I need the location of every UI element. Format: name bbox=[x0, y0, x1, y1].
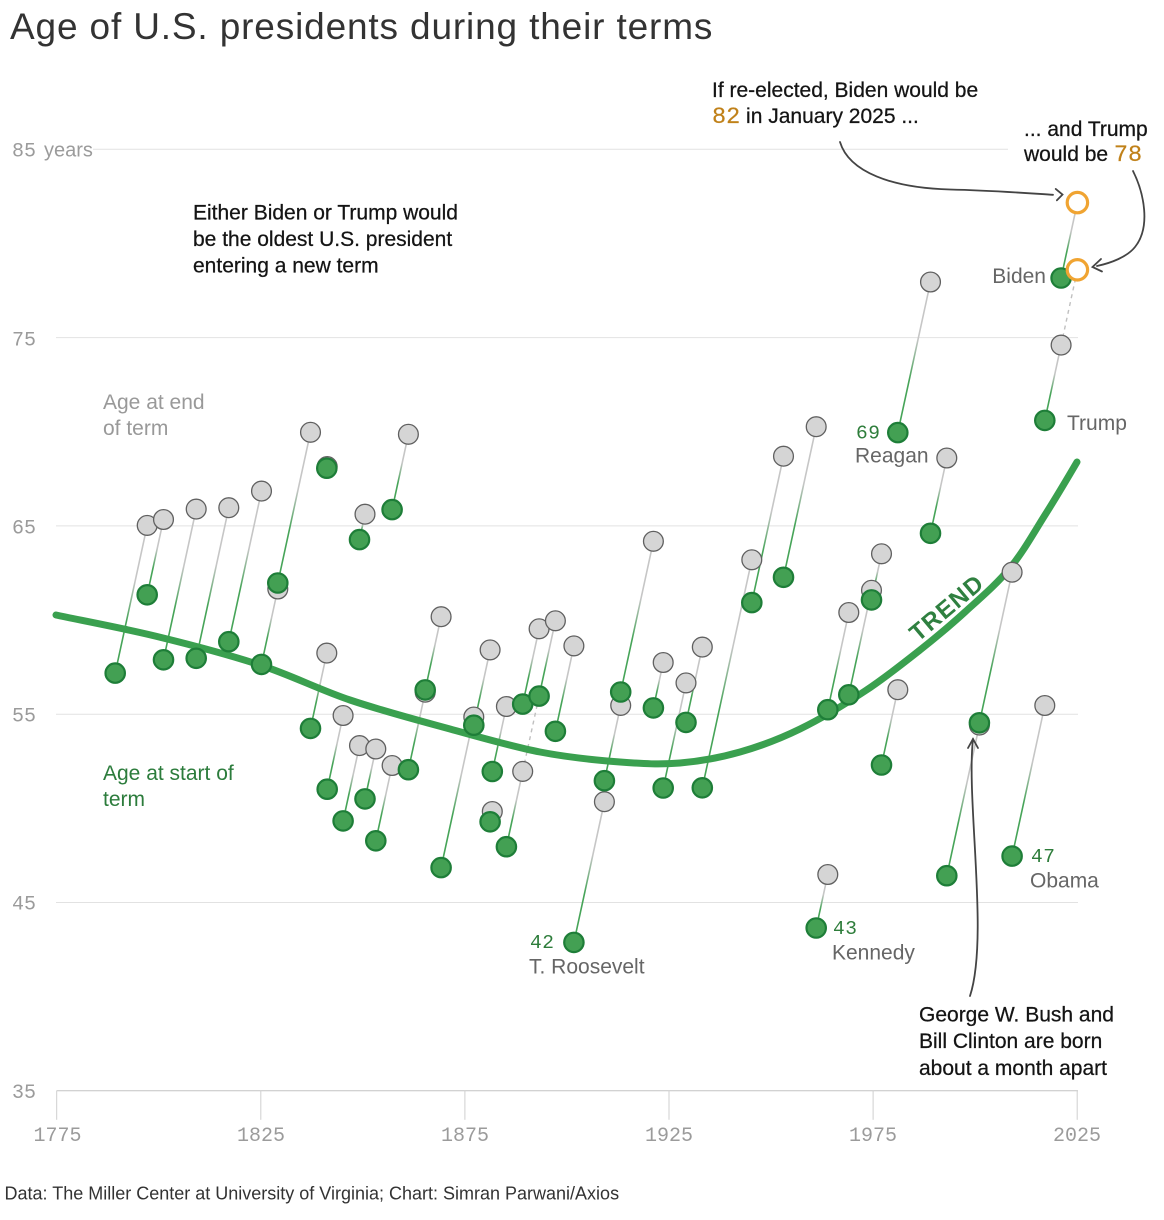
svg-text:Reagan: Reagan bbox=[855, 445, 929, 468]
svg-text:Biden: Biden bbox=[992, 265, 1046, 288]
svg-text:Either Biden or Trump would: Either Biden or Trump would bbox=[193, 202, 458, 225]
svg-text:term: term bbox=[103, 788, 145, 811]
svg-text:be the oldest U.S. president: be the oldest U.S. president bbox=[193, 228, 452, 251]
svg-text:would be 78: would be 78 bbox=[1023, 142, 1142, 169]
svg-text:Age at start of: Age at start of bbox=[103, 762, 234, 785]
svg-text:of term: of term bbox=[103, 417, 168, 440]
svg-text:35: 35 bbox=[12, 1082, 36, 1105]
svg-text:1875: 1875 bbox=[441, 1125, 489, 1148]
svg-text:2025: 2025 bbox=[1053, 1125, 1101, 1148]
svg-text:Obama: Obama bbox=[1030, 870, 1099, 893]
svg-text:69: 69 bbox=[856, 423, 880, 445]
svg-text:45: 45 bbox=[12, 894, 36, 917]
svg-text:Age at end: Age at end bbox=[103, 391, 205, 414]
svg-text:George W. Bush and: George W. Bush and bbox=[919, 1004, 1114, 1027]
svg-text:entering a new term: entering a new term bbox=[193, 255, 379, 278]
svg-text:1825: 1825 bbox=[237, 1125, 285, 1148]
svg-text:82 in January 2025 ...: 82 in January 2025 ... bbox=[712, 104, 919, 131]
svg-text:TREND: TREND bbox=[905, 569, 990, 647]
svg-text:47: 47 bbox=[1031, 846, 1055, 868]
svg-text:T. Roosevelt: T. Roosevelt bbox=[529, 956, 645, 979]
svg-text:Trump: Trump bbox=[1067, 412, 1127, 435]
svg-text:about a month apart: about a month apart bbox=[919, 1057, 1107, 1080]
svg-text:42: 42 bbox=[530, 932, 554, 954]
svg-text:65: 65 bbox=[12, 518, 36, 541]
svg-text:Age of U.S. presidents during: Age of U.S. presidents during their term… bbox=[10, 6, 713, 47]
svg-text:55: 55 bbox=[12, 706, 36, 729]
svg-text:Data: The Miller Center at Uni: Data: The Miller Center at University of… bbox=[5, 1184, 620, 1204]
svg-text:years: years bbox=[44, 140, 93, 162]
svg-text:1775: 1775 bbox=[33, 1125, 81, 1148]
svg-text:Kennedy: Kennedy bbox=[832, 942, 915, 965]
svg-text:If re-elected, Biden would be: If re-elected, Biden would be bbox=[712, 79, 978, 102]
svg-text:85: 85 bbox=[12, 141, 36, 164]
svg-text:1925: 1925 bbox=[645, 1125, 693, 1148]
svg-text:... and Trump: ... and Trump bbox=[1024, 118, 1148, 141]
svg-text:43: 43 bbox=[833, 918, 857, 940]
svg-text:Bill Clinton are born: Bill Clinton are born bbox=[919, 1030, 1102, 1053]
svg-text:75: 75 bbox=[12, 330, 36, 353]
svg-text:1975: 1975 bbox=[849, 1125, 897, 1148]
